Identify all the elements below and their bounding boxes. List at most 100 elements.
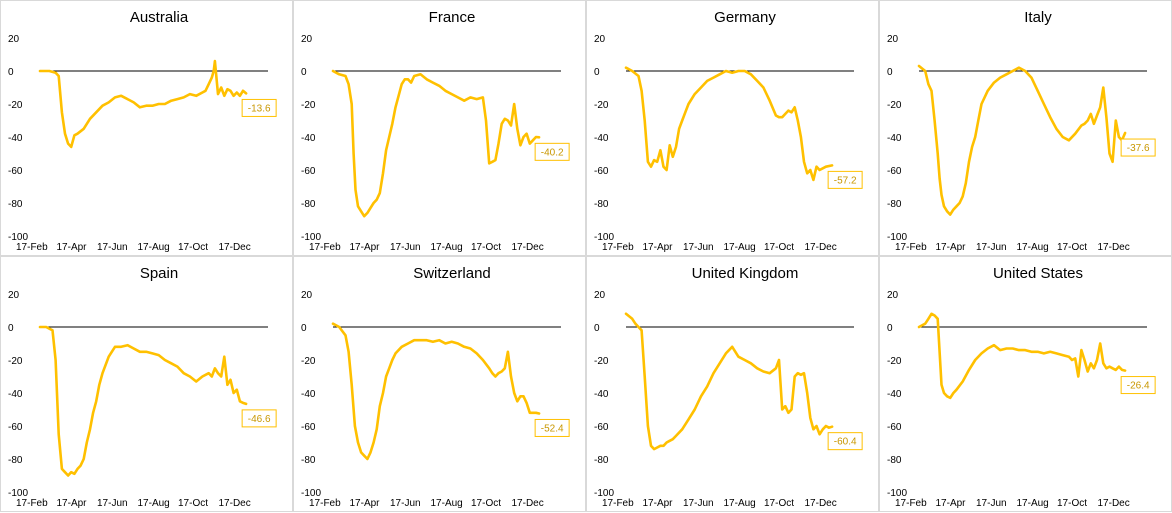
y-tick-label: 20 bbox=[594, 34, 606, 45]
end-value-text: -57.2 bbox=[834, 175, 857, 186]
y-tick-label: 0 bbox=[301, 67, 307, 78]
y-tick-label: -40 bbox=[301, 389, 316, 400]
y-tick-label: -20 bbox=[8, 356, 23, 367]
y-tick-label: -100 bbox=[594, 232, 614, 243]
chart-panel: United States 20 0 -20 -40 -60 -80 -100 17-Feb 17… bbox=[879, 256, 1172, 512]
x-tick-label: 17-Feb bbox=[895, 498, 927, 509]
y-tick-label: -100 bbox=[8, 232, 28, 243]
y-tick-label: 20 bbox=[301, 34, 313, 45]
y-tick-label: -40 bbox=[594, 389, 609, 400]
x-tick-label: 17-Jun bbox=[683, 498, 714, 509]
end-value-box bbox=[534, 142, 570, 161]
x-tick-label: 17-Jun bbox=[976, 242, 1007, 253]
x-tick-label: 17-Aug bbox=[1017, 242, 1049, 253]
y-tick-label: -40 bbox=[301, 133, 316, 144]
x-tick-label: 17-Apr bbox=[936, 242, 967, 253]
x-tick-label: 17-Dec bbox=[1098, 242, 1130, 253]
series-line bbox=[331, 69, 541, 218]
x-tick-label: 17-Apr bbox=[643, 498, 674, 509]
x-tick-label: 17-Aug bbox=[1017, 498, 1049, 509]
end-value-label: -52.4 bbox=[534, 418, 570, 437]
x-tick-label: 17-Oct bbox=[1057, 498, 1087, 509]
y-tick-label: -60 bbox=[301, 422, 316, 433]
y-tick-label: -60 bbox=[887, 422, 902, 433]
chart-panel: Italy 20 0 -20 -40 -60 -80 -100 17-Feb 17-Apr 17-J… bbox=[879, 0, 1172, 256]
panel-border bbox=[0, 256, 293, 512]
y-tick-label: -80 bbox=[594, 455, 609, 466]
panel-border bbox=[879, 0, 1172, 256]
series-line bbox=[624, 66, 834, 182]
x-tick-label: 17-Apr bbox=[350, 242, 381, 253]
x-tick-label: 17-Feb bbox=[602, 498, 634, 509]
y-tick-label: 20 bbox=[8, 290, 20, 301]
panel-border bbox=[586, 0, 879, 256]
panel-border bbox=[586, 256, 879, 512]
y-tick-label: 20 bbox=[301, 290, 313, 301]
x-tick-label: 17-Apr bbox=[936, 498, 967, 509]
y-tick-label: 0 bbox=[301, 323, 307, 334]
x-tick-label: 17-Jun bbox=[683, 242, 714, 253]
x-tick-label: 17-Dec bbox=[805, 498, 837, 509]
y-tick-label: -80 bbox=[8, 455, 23, 466]
x-tick-label: 17-Dec bbox=[219, 498, 251, 509]
x-tick-label: 17-Feb bbox=[16, 242, 48, 253]
y-tick-label: -40 bbox=[594, 133, 609, 144]
y-tick-label: 0 bbox=[594, 67, 600, 78]
y-tick-label: -20 bbox=[887, 356, 902, 367]
end-value-label: -13.6 bbox=[241, 98, 277, 117]
chart-title: United Kingdom bbox=[692, 265, 799, 282]
y-tick-label: -80 bbox=[301, 199, 316, 210]
x-tick-label: 17-Oct bbox=[178, 242, 208, 253]
y-tick-label: -100 bbox=[8, 488, 28, 499]
x-tick-label: 17-Jun bbox=[390, 498, 421, 509]
panel-border bbox=[293, 256, 586, 512]
end-value-text: -40.2 bbox=[541, 147, 564, 158]
x-tick-label: 17-Apr bbox=[643, 242, 674, 253]
y-tick-label: -80 bbox=[594, 199, 609, 210]
series-line bbox=[917, 64, 1127, 216]
y-tick-label: -60 bbox=[301, 166, 316, 177]
x-tick-label: 17-Oct bbox=[471, 498, 501, 509]
end-value-text: -52.4 bbox=[541, 423, 564, 434]
y-tick-label: 0 bbox=[887, 323, 893, 334]
y-tick-label: -60 bbox=[8, 166, 23, 177]
y-tick-label: -100 bbox=[887, 232, 907, 243]
chart-panel: Switzerland 20 0 -20 -40 -60 -80 -100 17-Feb 17-A… bbox=[293, 256, 586, 512]
y-tick-label: 0 bbox=[887, 67, 893, 78]
end-value-box bbox=[534, 418, 570, 437]
chart-title: Italy bbox=[1024, 9, 1052, 26]
y-tick-label: -20 bbox=[301, 100, 316, 111]
chart-panel: Australia 20 0 -20 -40 -60 -80 -100 17-Feb 17-Apr… bbox=[0, 0, 293, 256]
y-tick-label: -40 bbox=[8, 133, 23, 144]
chart-title: France bbox=[429, 9, 476, 26]
y-tick-label: -20 bbox=[887, 100, 902, 111]
end-value-text: -37.6 bbox=[1127, 143, 1150, 154]
end-value-label: -57.2 bbox=[827, 170, 863, 189]
y-tick-label: 20 bbox=[887, 290, 899, 301]
chart-panel: Spain 20 0 -20 -40 -60 -80 -100 17-Feb 17-Apr 17-J… bbox=[0, 256, 293, 512]
chart-panel: United Kingdom 20 0 -20 -40 -60 -80 -100 17-Feb 1… bbox=[586, 256, 879, 512]
chart-title: Spain bbox=[140, 265, 178, 282]
series-line bbox=[624, 312, 834, 451]
panel-border bbox=[293, 0, 586, 256]
end-value-label: -46.6 bbox=[241, 409, 277, 428]
end-value-box bbox=[827, 170, 863, 189]
y-tick-label: -20 bbox=[594, 100, 609, 111]
end-value-label: -37.6 bbox=[1120, 138, 1156, 157]
series-line bbox=[38, 325, 248, 477]
y-tick-label: -80 bbox=[8, 199, 23, 210]
x-tick-label: 17-Aug bbox=[431, 242, 463, 253]
x-tick-label: 17-Jun bbox=[976, 498, 1007, 509]
end-value-box bbox=[241, 98, 277, 117]
chart-title: Switzerland bbox=[413, 265, 491, 282]
chart-panel: France 20 0 -20 -40 -60 -80 -100 17-Feb 17-Apr 17-… bbox=[293, 0, 586, 256]
chart-title: Germany bbox=[714, 9, 776, 26]
end-value-box bbox=[1120, 138, 1156, 157]
